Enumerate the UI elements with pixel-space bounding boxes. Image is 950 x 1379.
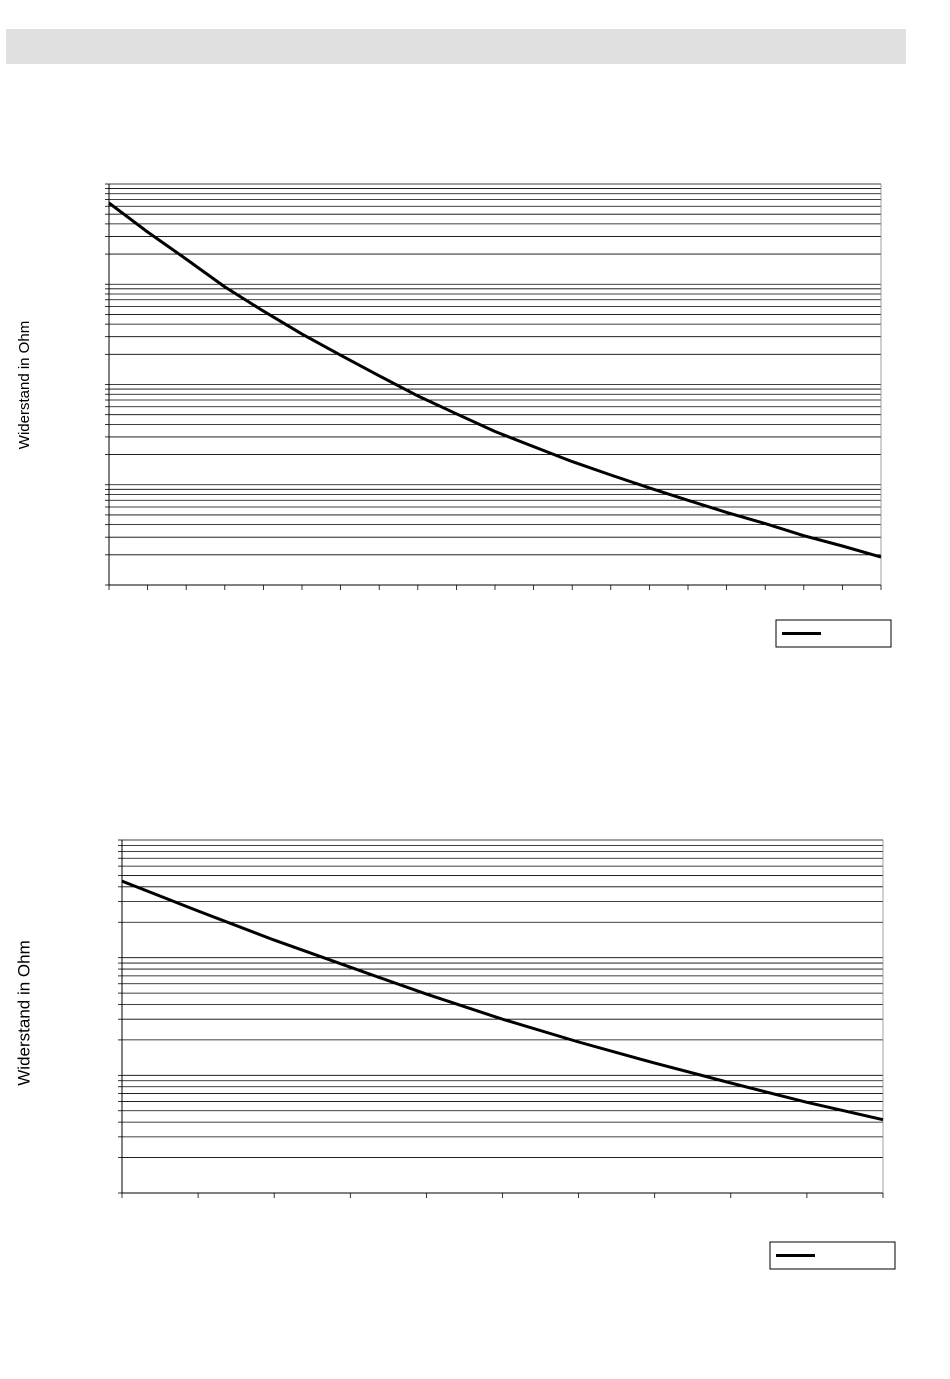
data-line — [108, 201, 882, 559]
y-axis-label: Widerstand in Ohm — [14, 940, 33, 1086]
header-bar — [6, 29, 906, 64]
data-line — [121, 879, 884, 1122]
y-axis-label: Widerstand in Ohm — [16, 321, 33, 449]
